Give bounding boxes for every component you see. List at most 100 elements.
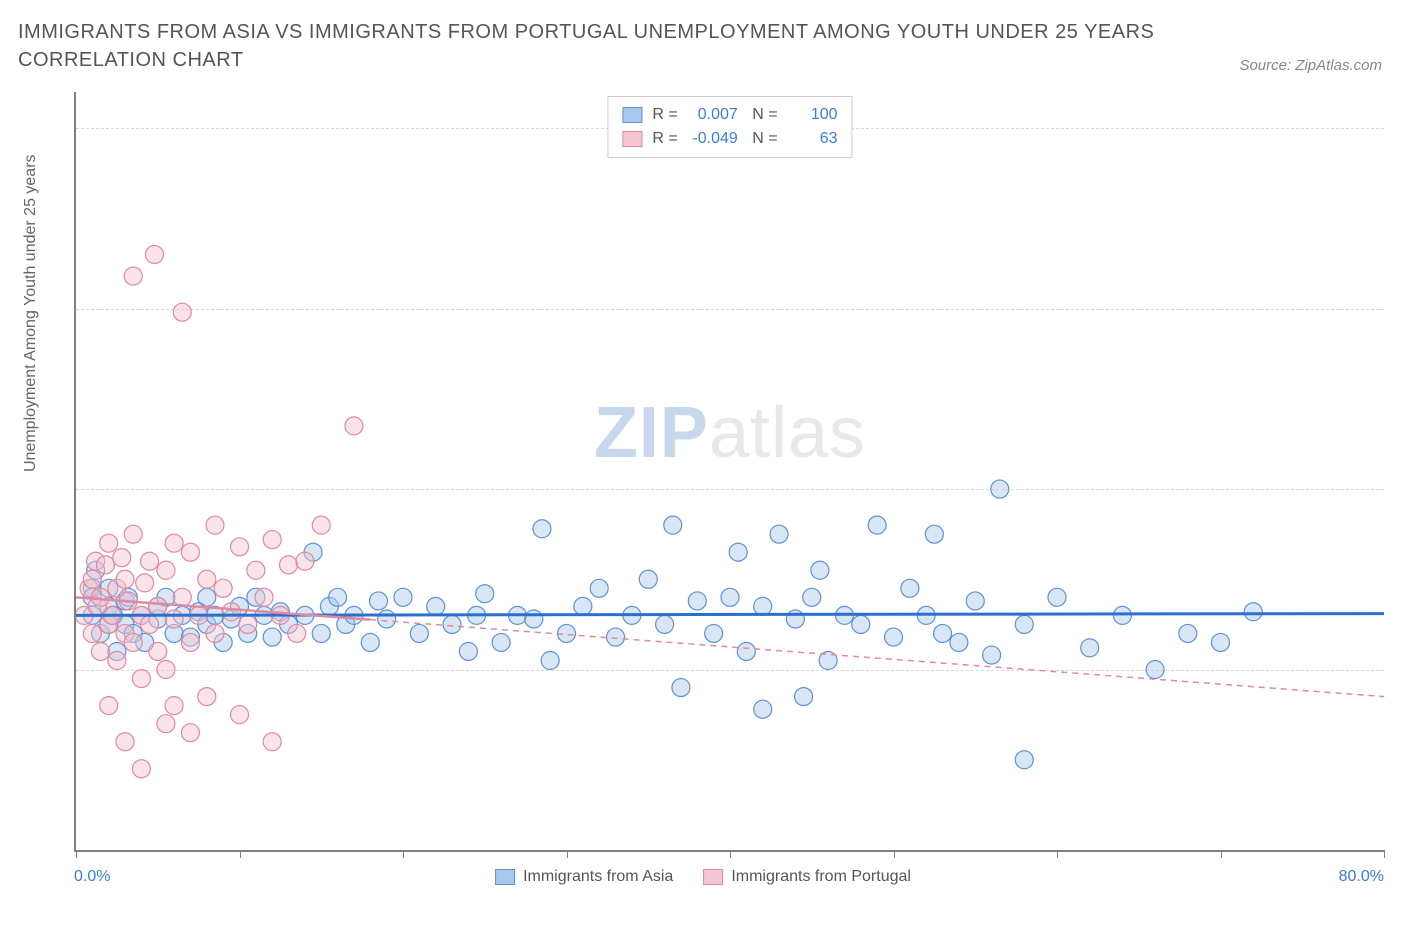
scatter-point [705,624,723,642]
scatter-point [459,642,477,660]
x-tick [240,850,241,858]
scatter-point [206,516,224,534]
scatter-point [198,588,216,606]
scatter-point [427,597,445,615]
y-tick-label: 20.0% [1394,480,1406,498]
scatter-point [639,570,657,588]
scatter-point [263,628,281,646]
scatter-point [590,579,608,597]
y-axis-label: Unemployment Among Youth under 25 years [22,154,40,472]
legend-label-portugal: Immigrants from Portugal [731,868,911,886]
x-tick [403,850,404,858]
scatter-point [1015,751,1033,769]
scatter-point [991,480,1009,498]
scatter-point [803,588,821,606]
scatter-point [1081,639,1099,657]
scatter-point [165,534,183,552]
scatter-point [443,615,461,633]
x-axis-min-label: 0.0% [74,868,110,886]
scatter-point [754,597,772,615]
scatter-point [476,585,494,603]
x-tick [1384,850,1385,858]
swatch-asia [622,107,642,123]
trend-line [76,614,1384,616]
scatter-point [116,733,134,751]
scatter-point [811,561,829,579]
scatter-point [885,628,903,646]
scatter-point [141,552,159,570]
swatch-asia [495,869,515,885]
x-tick [894,850,895,858]
scatter-point [721,588,739,606]
stats-legend: R = 0.007 N = 100 R = -0.049 N = 63 [607,96,852,158]
n-value-asia: 100 [788,103,838,127]
scatter-point [729,543,747,561]
scatter-point [1015,615,1033,633]
legend-item-asia: Immigrants from Asia [495,868,673,886]
scatter-point [231,706,249,724]
x-tick [1221,850,1222,858]
legend-item-portugal: Immigrants from Portugal [703,868,911,886]
scatter-point [165,610,183,628]
scatter-point [173,303,191,321]
swatch-portugal [622,131,642,147]
scatter-point [116,570,134,588]
scatter-point [181,724,199,742]
n-label: N = [748,127,778,151]
scatter-point [1244,603,1262,621]
scatter-point [541,652,559,670]
scatter-point [145,245,163,263]
scatter-point [950,633,968,651]
scatter-point [113,549,131,567]
scatter-point [255,588,273,606]
scatter-point [206,624,224,642]
scatter-point [181,633,199,651]
scatter-point [132,670,150,688]
scatter-point [1146,661,1164,679]
swatch-portugal [703,869,723,885]
scatter-point [280,556,298,574]
scatter-point [263,733,281,751]
scatter-point [288,624,306,642]
scatter-point [157,715,175,733]
r-value-portugal: -0.049 [688,127,738,151]
scatter-point [141,615,159,633]
scatter-point [149,597,167,615]
scatter-point [607,628,625,646]
scatter-point [312,516,330,534]
r-label: R = [652,127,677,151]
scatter-point [132,760,150,778]
scatter-point [231,538,249,556]
scatter-point [394,588,412,606]
plot-area: ZIPatlas R = 0.007 N = 100 R = -0.049 N … [74,92,1384,852]
scatter-point [688,592,706,610]
scatter-point [770,525,788,543]
chart-container: Unemployment Among Youth under 25 years … [18,92,1388,882]
scatter-point [934,624,952,642]
x-axis-max-label: 80.0% [1339,868,1384,886]
scatter-point [868,516,886,534]
header-row: IMMIGRANTS FROM ASIA VS IMMIGRANTS FROM … [0,0,1406,82]
r-label: R = [652,103,677,127]
scatter-point [96,556,114,574]
scatter-point [656,615,674,633]
scatter-point [312,624,330,642]
scatter-point [263,531,281,549]
scatter-point [786,610,804,628]
scatter-point [165,697,183,715]
y-tick-label: 40.0% [1394,119,1406,137]
scatter-point [124,633,142,651]
n-label: N = [748,103,778,127]
scatter-point [149,642,167,660]
legend-label-asia: Immigrants from Asia [523,868,673,886]
scatter-point [329,588,347,606]
scatter-point [852,615,870,633]
scatter-point [83,570,101,588]
scatter-point [214,579,232,597]
scatter-point [157,561,175,579]
scatter-point [378,610,396,628]
trend-line-dashed [370,620,1384,697]
scatter-point [574,597,592,615]
scatter-point [754,700,772,718]
scatter-point [198,688,216,706]
